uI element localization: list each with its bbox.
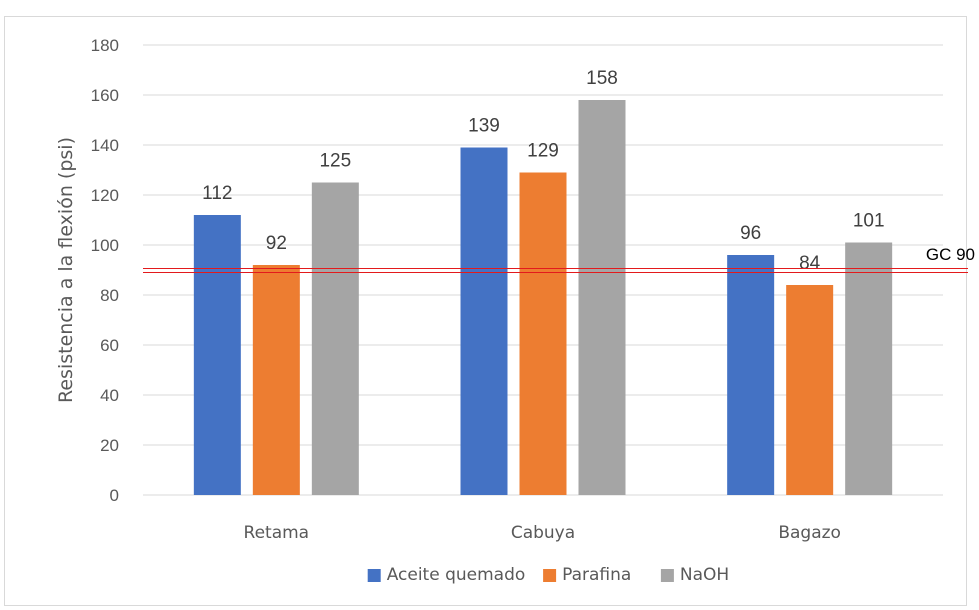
x-axis-categories: Retama Cabuya Bagazo [244,523,841,543]
data-label: 125 [319,151,351,172]
legend: Aceite quemado Parafina NaOH [367,565,729,585]
y-tick-label: 0 [110,486,119,505]
y-axis-ticks: 0 20 40 60 80 100 120 140 160 180 [91,36,119,505]
bar [252,265,300,495]
y-tick-label: 160 [91,86,119,105]
y-tick-label: 140 [91,136,119,155]
bar [460,147,508,495]
reference-line-label: GC 90 [926,245,975,264]
bar [578,100,626,495]
legend-label: Aceite quemado [387,565,526,585]
legend-swatch [660,569,674,582]
y-tick-label: 40 [100,386,119,405]
data-label: 158 [586,68,618,89]
x-tick-label: Bagazo [778,523,841,543]
legend-label: NaOH [680,565,729,585]
y-tick-label: 180 [91,36,119,55]
data-labels: 112 92 125 139 129 158 96 84 101 [202,68,884,274]
y-tick-label: 60 [100,336,119,355]
data-label: 96 [740,223,761,244]
legend-swatch [543,569,557,582]
y-tick-label: 20 [100,436,119,455]
data-label: 112 [202,183,232,204]
chart-frame [4,16,967,606]
x-tick-label: Cabuya [511,523,575,543]
y-tick-label: 80 [100,286,119,305]
bar [845,242,893,495]
y-axis-label: Resistencia a la flexión (psi) [55,137,77,403]
data-label: 92 [266,233,287,254]
bar [727,255,775,495]
legend-swatch [367,569,381,582]
data-label: 129 [527,141,559,162]
reference-line-group: GC 90 [143,245,975,273]
y-tick-label: 100 [91,236,119,255]
data-label: 101 [853,211,885,232]
legend-label: Parafina [562,565,631,585]
data-label: 139 [468,116,500,137]
data-label: 84 [799,253,821,274]
bar [193,215,241,495]
y-tick-label: 120 [91,186,119,205]
x-tick-label: Retama [244,523,310,543]
bars [193,100,893,495]
bar [786,285,834,495]
bar [311,182,359,495]
bar [519,172,567,495]
